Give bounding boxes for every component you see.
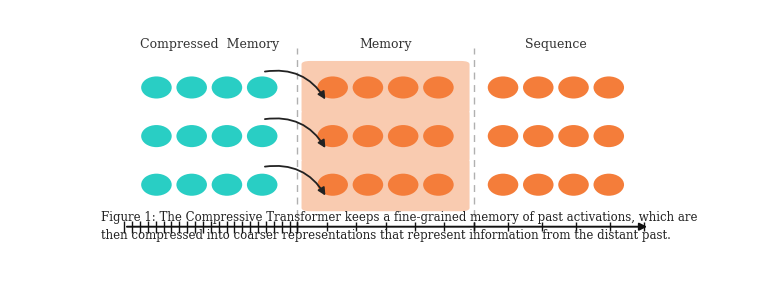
Ellipse shape: [141, 125, 172, 147]
Ellipse shape: [423, 174, 454, 196]
Ellipse shape: [177, 174, 207, 196]
Ellipse shape: [211, 125, 243, 147]
Ellipse shape: [318, 174, 348, 196]
Ellipse shape: [318, 125, 348, 147]
Ellipse shape: [388, 125, 418, 147]
Ellipse shape: [318, 76, 348, 98]
Ellipse shape: [247, 76, 277, 98]
Text: Compressed  Memory: Compressed Memory: [139, 38, 279, 51]
Text: Sequence: Sequence: [525, 38, 587, 51]
Ellipse shape: [177, 125, 207, 147]
Ellipse shape: [523, 174, 553, 196]
Ellipse shape: [177, 76, 207, 98]
Ellipse shape: [247, 125, 277, 147]
Ellipse shape: [211, 76, 243, 98]
Ellipse shape: [388, 174, 418, 196]
FancyBboxPatch shape: [302, 61, 469, 114]
Ellipse shape: [487, 174, 518, 196]
Ellipse shape: [487, 125, 518, 147]
Ellipse shape: [558, 125, 589, 147]
Ellipse shape: [388, 76, 418, 98]
Ellipse shape: [523, 76, 553, 98]
Ellipse shape: [594, 125, 624, 147]
Ellipse shape: [594, 174, 624, 196]
Ellipse shape: [594, 76, 624, 98]
Ellipse shape: [141, 174, 172, 196]
Ellipse shape: [352, 174, 384, 196]
Text: Memory: Memory: [359, 38, 412, 51]
Ellipse shape: [558, 76, 589, 98]
Ellipse shape: [423, 76, 454, 98]
Ellipse shape: [247, 174, 277, 196]
Ellipse shape: [352, 76, 384, 98]
FancyBboxPatch shape: [302, 158, 469, 211]
Ellipse shape: [558, 174, 589, 196]
Ellipse shape: [423, 125, 454, 147]
Text: Figure 1: The Compressive Transformer keeps a fine-grained memory of past activa: Figure 1: The Compressive Transformer ke…: [101, 211, 697, 242]
Ellipse shape: [487, 76, 518, 98]
Ellipse shape: [211, 174, 243, 196]
Ellipse shape: [141, 76, 172, 98]
Ellipse shape: [523, 125, 553, 147]
FancyBboxPatch shape: [302, 110, 469, 163]
Ellipse shape: [352, 125, 384, 147]
